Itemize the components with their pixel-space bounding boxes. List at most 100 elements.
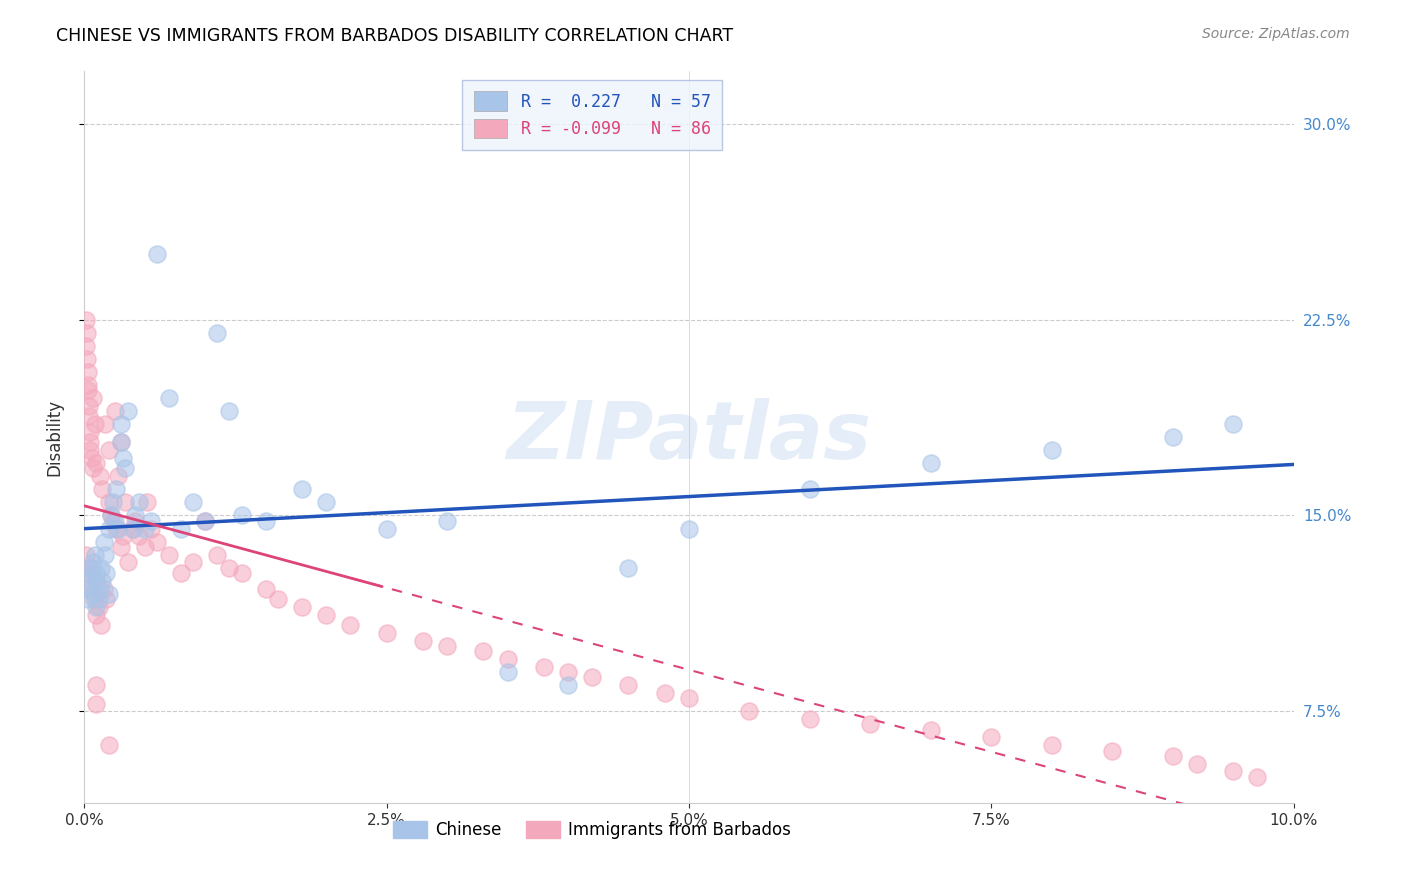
Point — [315, 607, 337, 622]
Point — [218, 560, 240, 574]
Point — [112, 529, 135, 543]
Point — [738, 705, 761, 719]
Point — [170, 566, 193, 580]
Point — [654, 686, 676, 700]
Point — [76, 582, 98, 596]
Point — [104, 514, 127, 528]
Point — [97, 521, 120, 535]
Point — [146, 534, 169, 549]
Point — [557, 665, 579, 680]
Point — [134, 521, 156, 535]
Point — [100, 508, 122, 523]
Point — [617, 560, 640, 574]
Point — [86, 574, 108, 588]
Point — [117, 556, 139, 570]
Legend: Chinese, Immigrants from Barbados: Chinese, Immigrants from Barbados — [387, 814, 797, 846]
Point — [139, 521, 162, 535]
Point — [97, 495, 120, 509]
Point — [82, 391, 104, 405]
Point — [90, 560, 112, 574]
Point — [339, 618, 361, 632]
Point — [1222, 417, 1244, 431]
Point — [157, 548, 180, 562]
Point — [114, 495, 136, 509]
Point — [83, 592, 105, 607]
Y-axis label: Disability: Disability — [45, 399, 63, 475]
Point — [87, 599, 110, 614]
Point — [97, 443, 120, 458]
Point — [76, 351, 98, 366]
Point — [84, 548, 107, 562]
Point — [77, 592, 100, 607]
Point — [91, 483, 114, 497]
Point — [181, 556, 204, 570]
Text: Source: ZipAtlas.com: Source: ZipAtlas.com — [1202, 27, 1350, 41]
Point — [254, 582, 277, 596]
Point — [1161, 748, 1184, 763]
Point — [79, 560, 101, 574]
Point — [117, 404, 139, 418]
Point — [194, 514, 217, 528]
Point — [170, 521, 193, 535]
Point — [181, 495, 204, 509]
Point — [76, 566, 98, 580]
Point — [678, 691, 700, 706]
Point — [231, 508, 253, 523]
Point — [97, 739, 120, 753]
Point — [436, 514, 458, 528]
Point — [94, 566, 117, 580]
Point — [1040, 443, 1063, 458]
Point — [496, 652, 519, 666]
Point — [375, 626, 398, 640]
Point — [557, 678, 579, 692]
Point — [89, 469, 111, 483]
Point — [128, 495, 150, 509]
Point — [82, 556, 104, 570]
Point — [77, 409, 100, 424]
Point — [375, 521, 398, 535]
Point — [124, 514, 146, 528]
Point — [79, 425, 101, 439]
Point — [103, 495, 125, 509]
Point — [112, 450, 135, 465]
Point — [412, 633, 434, 648]
Point — [291, 599, 314, 614]
Point — [134, 540, 156, 554]
Point — [110, 540, 132, 554]
Point — [93, 582, 115, 596]
Point — [107, 469, 129, 483]
Point — [617, 678, 640, 692]
Point — [84, 417, 107, 431]
Point — [86, 678, 108, 692]
Point — [678, 521, 700, 535]
Point — [83, 587, 105, 601]
Point — [75, 338, 97, 352]
Point — [86, 607, 108, 622]
Point — [859, 717, 882, 731]
Point — [128, 529, 150, 543]
Text: ZIPatlas: ZIPatlas — [506, 398, 872, 476]
Point — [231, 566, 253, 580]
Point — [86, 456, 108, 470]
Point — [799, 483, 821, 497]
Point — [110, 435, 132, 450]
Point — [77, 574, 100, 588]
Point — [1161, 430, 1184, 444]
Point — [94, 417, 117, 431]
Point — [110, 417, 132, 431]
Point — [77, 383, 100, 397]
Point — [79, 443, 101, 458]
Point — [533, 660, 555, 674]
Point — [89, 582, 111, 596]
Point — [75, 312, 97, 326]
Point — [1222, 764, 1244, 779]
Point — [86, 574, 108, 588]
Point — [86, 697, 108, 711]
Point — [1246, 770, 1268, 784]
Point — [100, 508, 122, 523]
Point — [207, 548, 229, 562]
Point — [80, 560, 103, 574]
Point — [77, 582, 100, 596]
Point — [146, 247, 169, 261]
Point — [920, 723, 942, 737]
